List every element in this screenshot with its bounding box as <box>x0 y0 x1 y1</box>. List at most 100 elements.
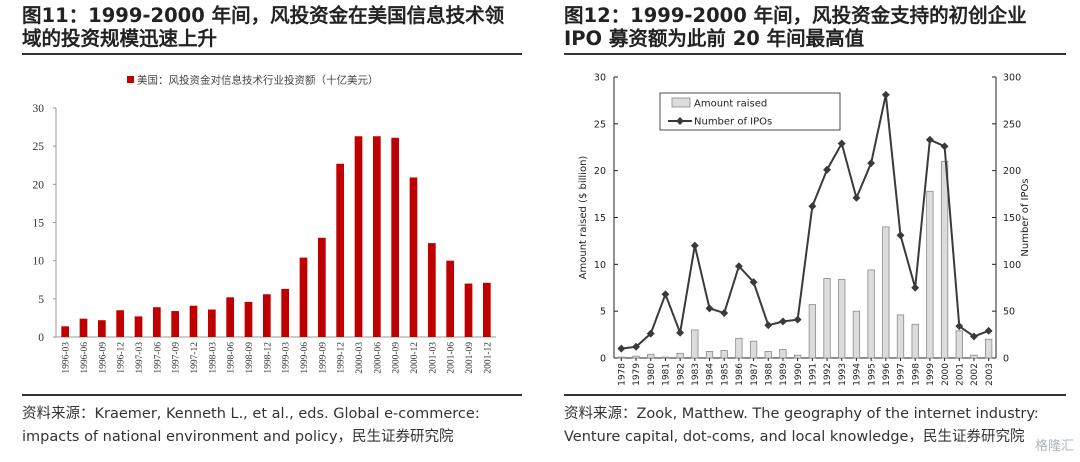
x-tick-label: 1999-12 <box>337 342 347 374</box>
bar <box>262 294 271 337</box>
ipo-count-point <box>617 344 626 353</box>
x-tick-label: 1991 <box>809 363 819 386</box>
ipo-count-point <box>881 90 890 99</box>
amount-bar <box>720 350 728 359</box>
x-tick-label: 1987 <box>750 363 760 386</box>
bar <box>482 282 491 337</box>
figure-11-title: 图11：1999-2000 年间，风投资金在美国信息技术领 域的投资规模迅速上升 <box>22 4 505 50</box>
x-tick-label: 2000-06 <box>373 342 383 374</box>
x-tick-label: 2001 <box>955 363 965 386</box>
ipo-count-point <box>779 317 787 326</box>
bar <box>152 307 161 337</box>
ipo-count-point <box>720 309 729 317</box>
x-tick-label: 1998-09 <box>245 342 255 374</box>
x-tick-label: 1985 <box>720 363 730 386</box>
title-rule <box>564 53 1066 55</box>
figure-12-source: 资料来源：Zook, Matthew. The geography of the… <box>564 406 1039 445</box>
left-y-tick-label: 10 <box>594 260 606 271</box>
amount-bar <box>647 353 655 359</box>
x-tick-label: 1996-12 <box>117 342 127 374</box>
x-tick-label: 1996-09 <box>98 342 108 374</box>
ipo-count-line <box>621 94 990 350</box>
amount-bar <box>882 226 890 359</box>
amount-bar <box>823 277 831 359</box>
x-tick-label: 1983 <box>691 363 701 386</box>
bar <box>97 320 106 337</box>
x-tick-label: 1996 <box>882 363 892 386</box>
ipo-count-point <box>984 326 993 335</box>
right-figure-panel: 图12：1999-2000 年间，风投资金支持的初创企业 IPO 募资额为此前 … <box>552 0 1080 462</box>
amount-bar <box>985 338 993 359</box>
y-tick-label: 20 <box>33 179 45 191</box>
amount-bar <box>676 352 684 359</box>
x-tick-label: 2000-03 <box>355 342 365 374</box>
ipo-count-point <box>705 304 714 313</box>
x-tick-label: 2002 <box>970 363 980 386</box>
right-y-tick-label: 100 <box>1003 260 1021 271</box>
figure-12-title: 图12：1999-2000 年间，风投资金支持的初创企业 IPO 募资额为此前 … <box>564 4 1027 50</box>
x-tick-label: 1989 <box>779 363 789 386</box>
right-y-tick-label: 200 <box>1003 166 1021 177</box>
left-y-tick-label: 5 <box>600 307 606 318</box>
y-tick-label: 25 <box>33 141 45 153</box>
amount-bar <box>749 340 758 359</box>
x-tick-label: 1979 <box>632 363 642 386</box>
amount-bar <box>794 354 802 359</box>
amount-bar <box>970 354 978 359</box>
ipo-count-point <box>764 321 773 330</box>
x-tick-label: 1996-06 <box>80 342 90 374</box>
x-tick-label: 1998 <box>911 363 921 386</box>
source-rule <box>22 394 522 396</box>
x-tick-label: 1997-09 <box>172 342 182 374</box>
bar <box>446 260 455 337</box>
ipo-count-point <box>793 315 802 324</box>
x-tick-label: 1982 <box>676 363 686 386</box>
bar <box>354 136 363 337</box>
x-tick-label: 1980 <box>647 363 657 386</box>
ipo-count-point <box>867 159 876 168</box>
vc-investment-bar-chart: 美国：风投资金对信息技术行业投资额（十亿美元） 0 5 10 15 20 25 30 1996-… <box>33 74 496 374</box>
amount-bar <box>808 304 816 359</box>
bar <box>409 177 418 337</box>
left-figure-panel: 图11：1999-2000 年间，风投资金在美国信息技术领 域的投资规模迅速上升… <box>22 4 522 445</box>
ipo-count-point <box>896 231 905 240</box>
amount-bar <box>691 329 699 359</box>
bar <box>281 288 290 337</box>
ipo-count-point <box>734 262 743 271</box>
x-tick-label: 2003 <box>985 363 995 386</box>
x-tick-label: 1984 <box>706 363 716 386</box>
chart-legend: Amount raised Number of IPOs <box>659 92 841 131</box>
left-y-tick-label: 0 <box>600 354 606 365</box>
x-tick-label: 2000-12 <box>410 342 420 374</box>
x-tick-label: 1999 <box>926 363 936 386</box>
x-tick-label: 2000-09 <box>392 342 402 374</box>
x-tick-label: 2001-12 <box>483 342 493 374</box>
right-y-tick-label: 150 <box>1003 213 1021 224</box>
watermark-logo: 格隆汇 <box>1034 439 1074 454</box>
amount-bar <box>764 351 772 359</box>
bar <box>134 316 143 337</box>
x-tick-label: 1978 <box>618 363 628 386</box>
amount-bar <box>779 349 787 359</box>
x-tick-label: 1997 <box>897 363 907 386</box>
legend-bar-label: Amount raised <box>694 99 767 110</box>
x-tick-label: 1995 <box>867 363 877 386</box>
bar <box>79 318 88 337</box>
legend-label: 美国：风投资金对信息技术行业投资额（十亿美元） <box>137 74 379 87</box>
ipo-count-point <box>632 342 640 351</box>
chart-legend: 美国：风投资金对信息技术行业投资额（十亿美元） <box>127 74 379 87</box>
x-tick-label: 2001-09 <box>465 342 475 374</box>
legend-bar-swatch <box>671 97 691 108</box>
x-tick-label: 1997-03 <box>135 342 145 374</box>
amount-bar <box>735 337 743 359</box>
bar <box>336 163 345 337</box>
bar <box>464 283 473 337</box>
figure-11-source: 资料来源：Kraemer, Kenneth L., et al., eds. G… <box>22 406 480 445</box>
left-y-axis-title: Amount raised ($ billion) <box>578 156 589 280</box>
left-y-tick-label: 25 <box>594 119 606 130</box>
source-rule <box>564 394 1066 396</box>
ipo-count-point <box>749 278 758 287</box>
x-tick-label: 1997-12 <box>190 342 200 374</box>
y-tick-label: 5 <box>38 294 44 306</box>
x-tick-label: 1998-06 <box>227 342 237 374</box>
